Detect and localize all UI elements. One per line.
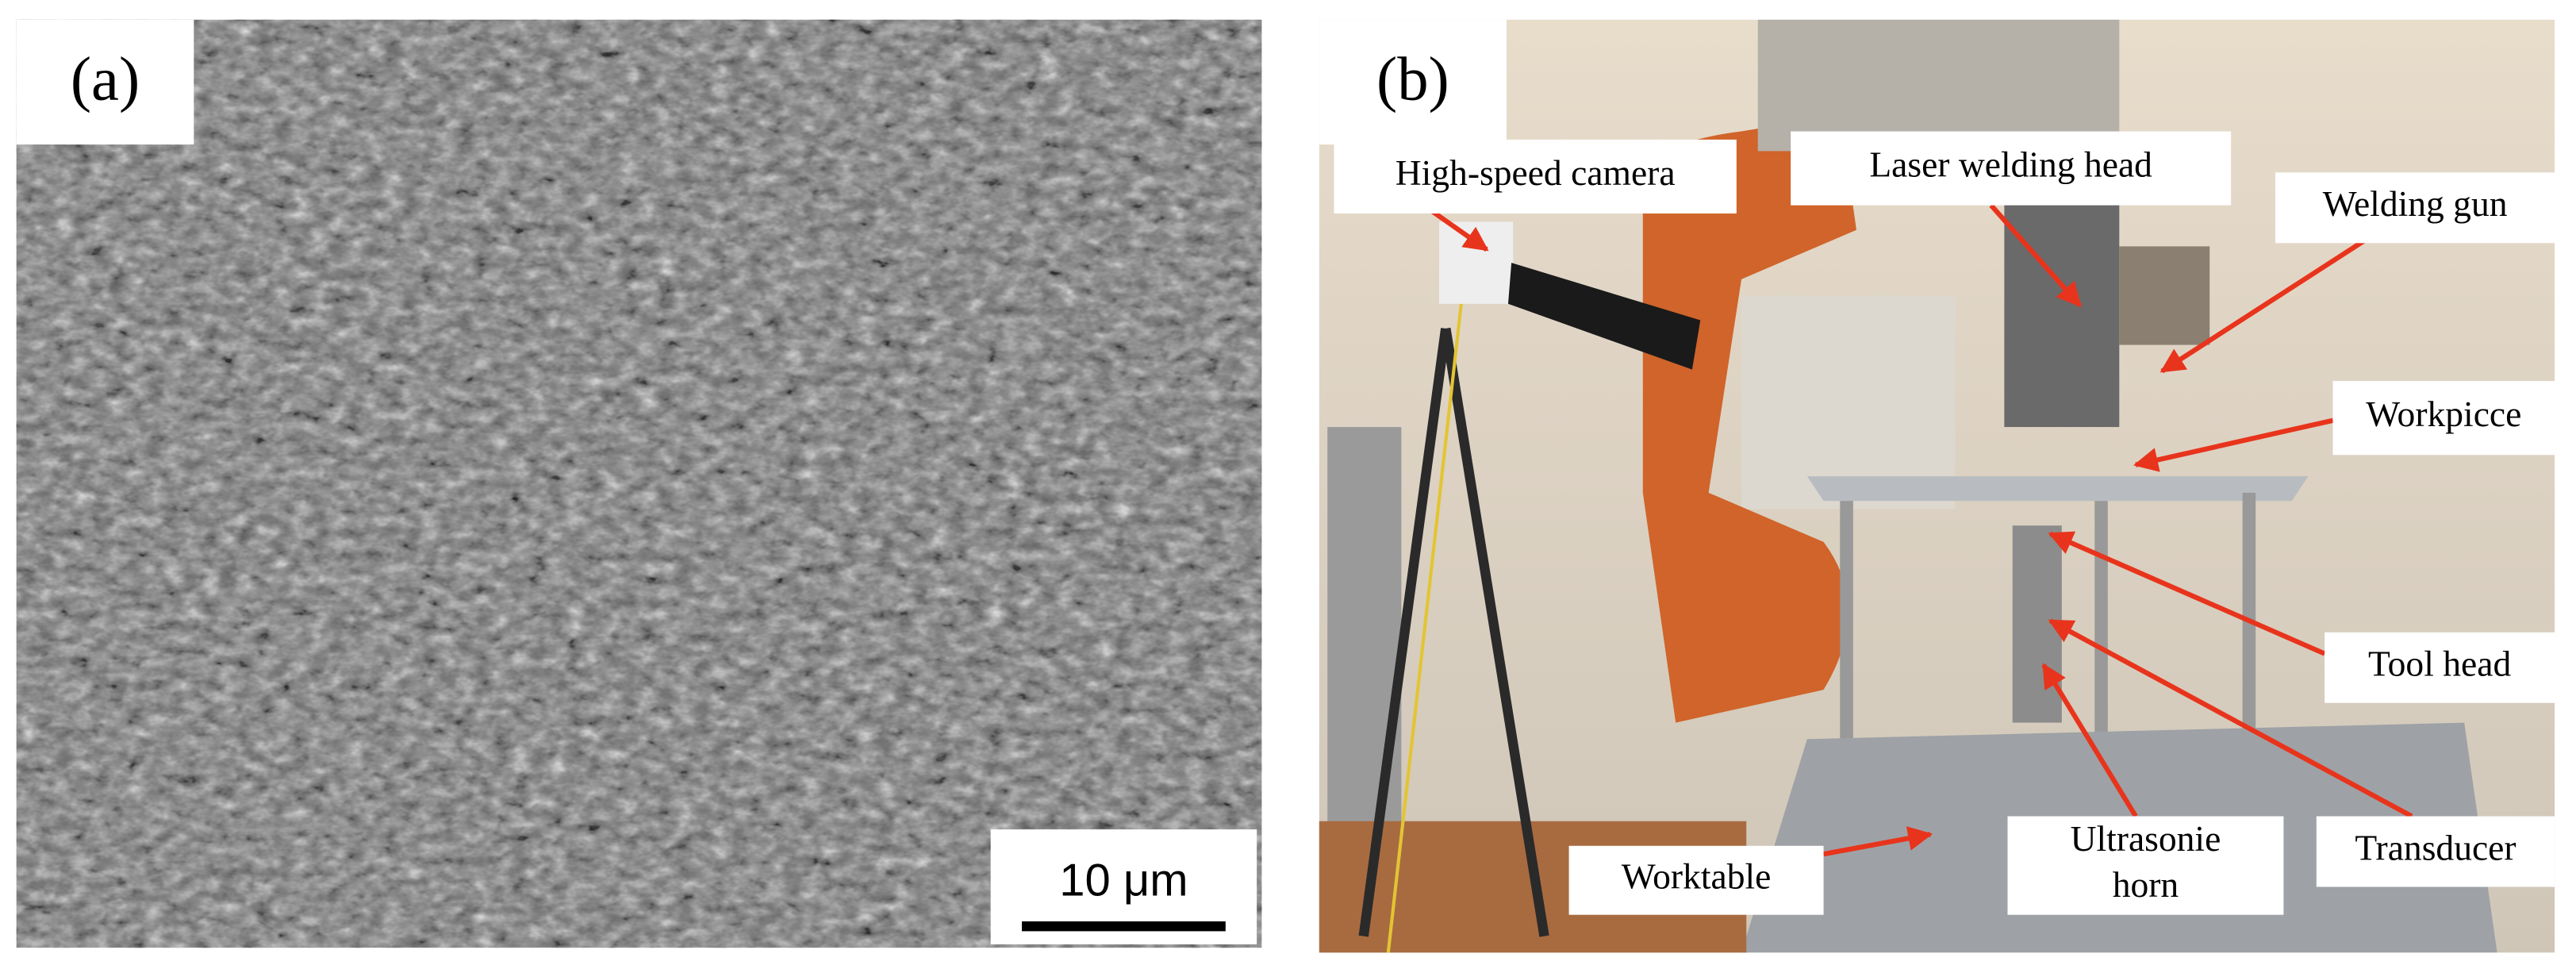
camera <box>1439 221 1514 304</box>
panel-label: (a) <box>71 45 140 114</box>
panel-label: (b) <box>1376 45 1449 114</box>
annotation-box <box>1791 131 2232 206</box>
arrow <box>2041 663 2138 818</box>
arrow <box>1424 205 1489 252</box>
arrow <box>2133 417 2334 472</box>
label-box <box>16 19 194 145</box>
annotation-box <box>1568 845 1824 915</box>
arrow <box>2159 237 2367 374</box>
scale-bar <box>1022 921 1226 932</box>
sem-texture <box>16 19 1262 948</box>
annotation-label: Welding gun <box>2323 183 2508 224</box>
annotation-box <box>2316 816 2555 887</box>
annotation-label: horn <box>2113 864 2179 905</box>
lens <box>1507 263 1701 370</box>
annotation-box <box>2275 172 2555 244</box>
cabinet <box>1741 295 1956 509</box>
robot-head <box>1757 19 2120 152</box>
plate <box>1806 476 2309 502</box>
panel-a: (a) 10 μm <box>16 19 1262 948</box>
cable <box>1386 295 1465 953</box>
tripod <box>1441 327 1549 937</box>
annotation-box <box>1334 139 1737 214</box>
rod <box>1840 501 1853 748</box>
annotation-label: High-speed camera <box>1395 152 1676 193</box>
arrow <box>2048 531 2326 656</box>
robot <box>1636 114 1856 723</box>
annotations: High-speed camera Laser welding head Weldi… <box>1334 131 2555 915</box>
annotation-label: Transducer <box>2355 827 2516 867</box>
arrow <box>1823 826 1933 857</box>
annotation-label: Tool head <box>2368 644 2511 684</box>
rod <box>2242 492 2256 772</box>
annotation-label: Laser welding head <box>1869 144 2152 185</box>
gun <box>2119 246 2210 345</box>
annotation-label: Worktable <box>1622 856 1772 897</box>
annotation-label: Ultrasonie <box>2071 818 2221 859</box>
arrow <box>1989 203 2082 308</box>
annotation-box <box>2325 632 2555 703</box>
annotation-box <box>2332 381 2555 456</box>
label-box <box>1319 19 1507 145</box>
scale-bar-label: 10 μm <box>1059 856 1188 906</box>
arrow <box>2048 618 2413 819</box>
laser-head <box>2004 180 2120 428</box>
annotation-box <box>2007 816 2284 915</box>
annotation-label: Workpicce <box>2366 394 2521 434</box>
tripod <box>1358 328 1451 937</box>
